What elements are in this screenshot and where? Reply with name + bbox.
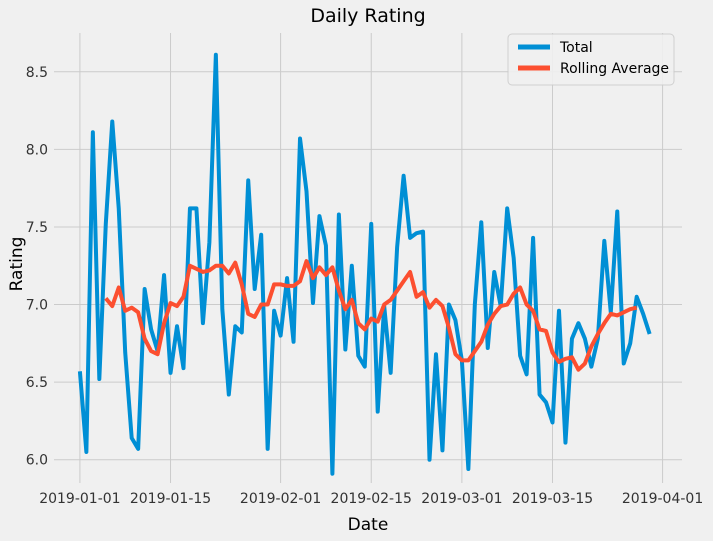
y-tick-label: 8.5 [26, 65, 48, 81]
series-layer [77, 52, 652, 476]
x-tick-label: 2019-01-15 [130, 491, 211, 507]
x-tick-label: 2019-01-01 [39, 491, 120, 507]
y-tick-label: 7.5 [26, 220, 48, 236]
series-line-total [77, 52, 652, 476]
x-tick-label: 2019-03-15 [512, 491, 593, 507]
x-tick-label: 2019-02-15 [331, 491, 412, 507]
x-tick-label: 2019-03-01 [421, 491, 502, 507]
series-line-rolling-average [104, 259, 638, 372]
x-tick-label: 2019-02-01 [240, 491, 321, 507]
y-tick-label: 8.0 [26, 142, 48, 158]
legend: Total Rolling Average [507, 33, 675, 86]
legend-label-rolling-average: Rolling Average [560, 61, 669, 77]
chart-title: Daily Rating [310, 5, 425, 27]
tick-labels: 6.0 6.5 7.0 7.5 8.0 8.5 2019-01-01 2019-01-15 20… [26, 65, 704, 507]
y-axis-title: Rating [7, 237, 27, 292]
x-axis-title: Date [348, 515, 389, 535]
x-tick-label: 2019-04-01 [622, 491, 703, 507]
y-tick-label: 7.0 [26, 298, 48, 314]
y-tick-label: 6.5 [26, 375, 48, 391]
y-tick-label: 6.0 [26, 453, 48, 469]
legend-label-total: Total [559, 40, 593, 56]
